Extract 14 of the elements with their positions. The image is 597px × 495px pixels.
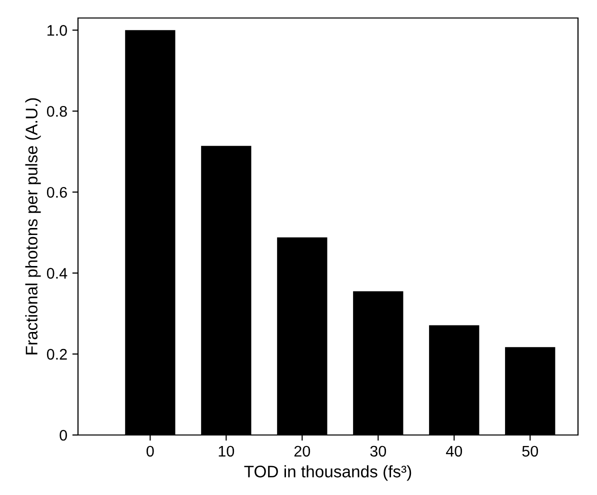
y-tick-label: 0.6 — [46, 186, 67, 198]
x-axis-title: TOD in thousands (fs³) — [244, 465, 412, 481]
y-tick-label: 0.2 — [46, 348, 67, 360]
y-tick-label: 1.0 — [48, 25, 67, 36]
y-tick-label: 0.4 — [46, 268, 68, 279]
x-tick-label: 40 — [446, 446, 462, 457]
x-tick-label: 0 — [146, 446, 154, 457]
y-axis-title: Fractional photons per pulse (A.U.) — [25, 98, 41, 354]
y-tick-label: 0.8 — [46, 106, 67, 117]
x-tick-label: 30 — [370, 446, 386, 457]
x-tick-label: 50 — [522, 446, 538, 457]
x-tick-label: 10 — [218, 446, 234, 457]
x-tick-label: 20 — [294, 446, 310, 457]
y-tick-label: 0 — [60, 430, 67, 441]
